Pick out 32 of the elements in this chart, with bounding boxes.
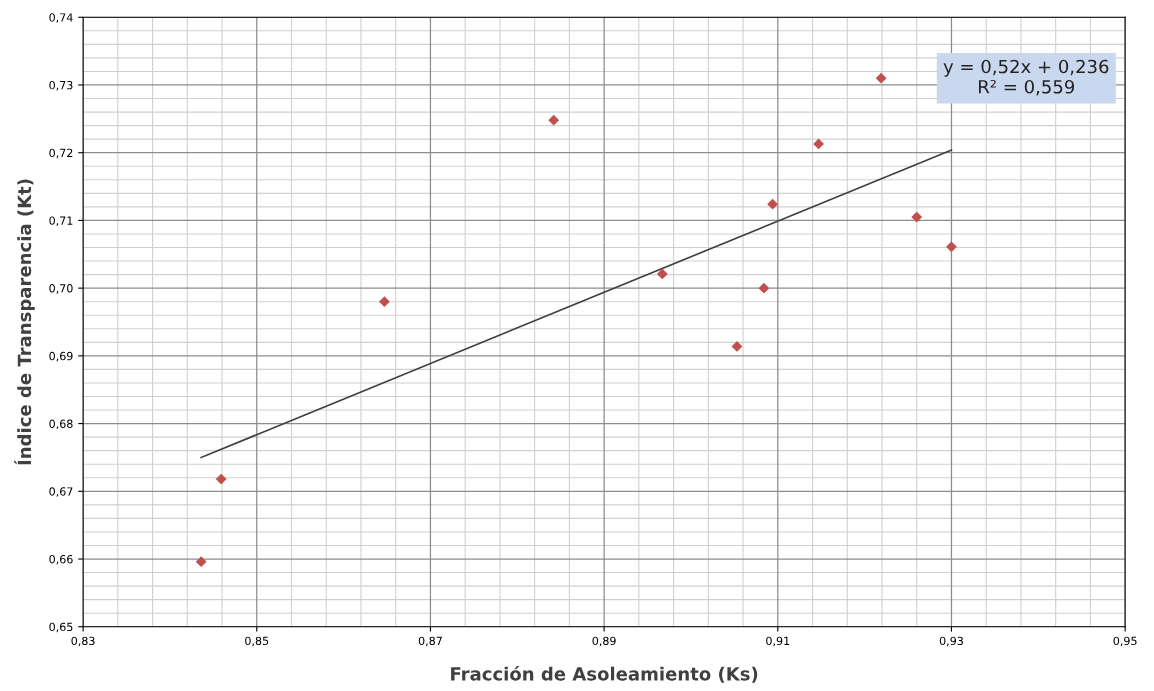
point <box>379 296 390 308</box>
y-tick-label: 0,68 <box>49 419 73 430</box>
point <box>215 473 227 485</box>
y-tick-label: 0,67 <box>49 487 73 497</box>
x-tick-label: 0,89 <box>592 636 616 647</box>
point <box>767 198 778 210</box>
point <box>946 241 957 253</box>
point <box>548 114 560 126</box>
x-tick-label: 0,91 <box>766 636 790 647</box>
y-axis-title: Índice de Transparencia (Kt) <box>14 179 35 465</box>
y-tick-label: 0,73 <box>49 80 73 91</box>
y-tick-label: 0,70 <box>49 284 73 294</box>
x-tick-label: 0,85 <box>245 636 269 647</box>
x-tick-label: 0,93 <box>939 636 963 647</box>
x-tick-label: 0,83 <box>71 636 95 647</box>
y-tick-label: 0,74 <box>49 13 73 23</box>
point <box>911 211 923 223</box>
point <box>875 72 887 84</box>
point <box>813 138 824 150</box>
y-tick-label: 0,72 <box>49 148 73 159</box>
y-tick-label: 0,71 <box>49 216 73 226</box>
point <box>758 282 770 294</box>
y-tick-label: 0,66 <box>49 554 73 565</box>
x-axis-title: Fracción de Asoleamiento (Ks) <box>451 665 758 683</box>
point <box>731 341 743 352</box>
x-tick-label: 0,95 <box>1113 636 1137 647</box>
y-tick-label: 0,65 <box>49 622 73 633</box>
y-tick-label: 0,69 <box>49 351 73 362</box>
point <box>656 268 668 280</box>
x-tick-label: 0,87 <box>418 636 442 647</box>
annotation: y = 0,52x + 0,236 R² = 0,559 <box>943 59 1109 96</box>
point <box>195 556 207 568</box>
